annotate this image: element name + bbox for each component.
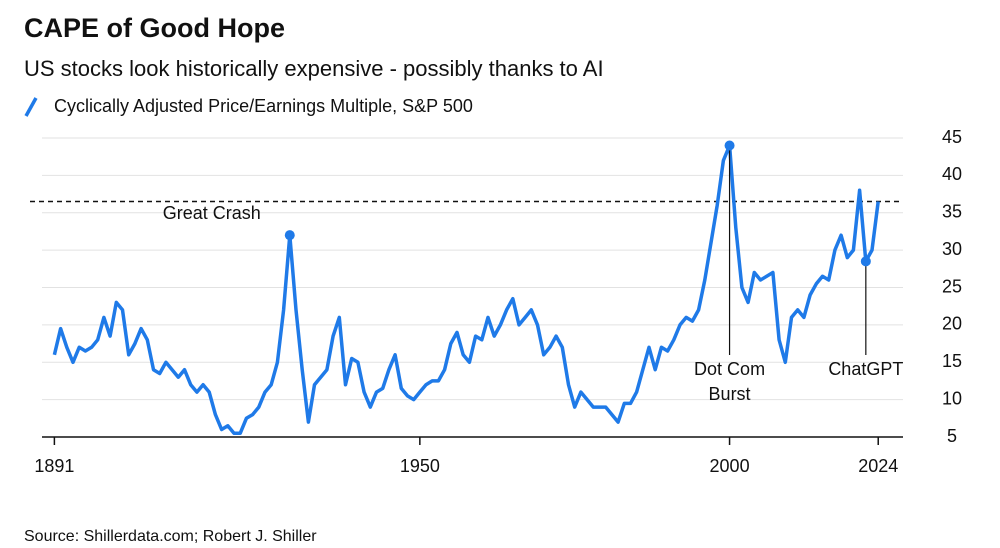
x-tick-label: 2000 (710, 456, 750, 476)
series-line (52, 143, 880, 436)
y-tick-label: 10 (942, 388, 962, 408)
annotation-dot (860, 256, 871, 267)
annotation-dot (724, 140, 735, 151)
legend-label: Cyclically Adjusted Price/Earnings Multi… (54, 96, 473, 116)
chart-title: CAPE of Good Hope (24, 13, 285, 43)
annotation-label: Burst (709, 384, 751, 404)
y-tick-label: 5 (947, 426, 957, 446)
x-tick-label: 1950 (400, 456, 440, 476)
y-tick-label: 25 (942, 276, 962, 296)
x-tick-label: 2024 (858, 456, 898, 476)
annotation-label: ChatGPT (828, 359, 903, 379)
y-tick-label: 45 (942, 127, 962, 147)
chart-subtitle: US stocks look historically expensive - … (24, 56, 604, 81)
annotation-label: Great Crash (163, 203, 261, 223)
y-tick-label: 40 (942, 164, 962, 184)
legend-swatch (24, 97, 38, 117)
y-tick-label: 15 (942, 351, 962, 371)
y-tick-label: 35 (942, 202, 962, 222)
annotation-label: Dot Com (694, 359, 765, 379)
y-tick-label: 30 (942, 239, 962, 259)
y-tick-label: 20 (942, 314, 962, 334)
x-tick-label: 1891 (34, 456, 74, 476)
source: Source: Shillerdata.com; Robert J. Shill… (24, 528, 317, 545)
annotation-dot (284, 230, 295, 241)
